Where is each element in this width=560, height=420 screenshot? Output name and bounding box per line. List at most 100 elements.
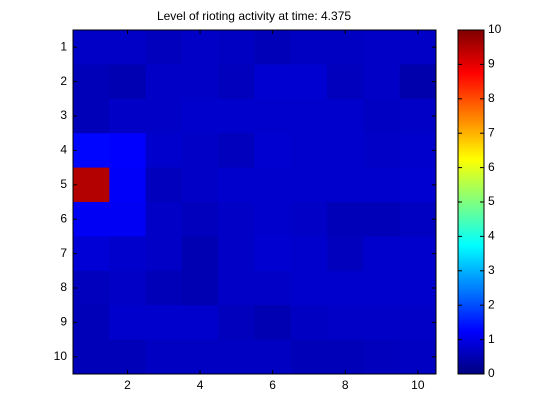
heatmap-cell xyxy=(145,270,183,306)
colorbar-tick-label: 9 xyxy=(488,57,495,71)
heatmap-cell xyxy=(290,339,328,375)
heatmap-cell xyxy=(399,270,437,306)
heatmap-cell xyxy=(363,64,401,100)
heatmap-cell xyxy=(181,167,219,203)
heatmap-cell xyxy=(73,30,110,65)
heatmap-cell xyxy=(399,167,437,203)
y-tick-label: 5 xyxy=(60,177,67,191)
heatmap-cell xyxy=(145,305,183,341)
heatmap-cell xyxy=(109,64,147,100)
heatmap-cell xyxy=(327,236,364,272)
heatmap-cell xyxy=(327,202,364,237)
heatmap-cell xyxy=(218,167,255,203)
chart-title: Level of rioting activity at time: 4.375 xyxy=(157,9,351,23)
heatmap-cell xyxy=(363,305,401,341)
heatmap-cell xyxy=(218,133,255,169)
heatmap-cell xyxy=(399,202,437,237)
heatmap-cell xyxy=(290,202,328,237)
heatmap-cell xyxy=(254,98,292,134)
heatmap-cell xyxy=(290,305,328,341)
axes-box xyxy=(72,29,437,375)
heatmap-cell xyxy=(109,98,147,134)
heatmap-cell xyxy=(254,133,292,169)
x-tick-label: 10 xyxy=(411,378,425,392)
y-tick-label: 9 xyxy=(60,315,67,329)
heatmap-cell xyxy=(363,270,401,306)
x-tick-label: 2 xyxy=(124,378,131,392)
heatmap-cell xyxy=(363,133,401,169)
heatmap-cell xyxy=(327,305,364,341)
heatmap-cell xyxy=(327,270,364,306)
y-tick-label: 10 xyxy=(54,349,68,363)
heatmap-cell xyxy=(73,339,110,375)
heatmap-cell xyxy=(399,133,437,169)
heatmap-cell xyxy=(109,270,147,306)
heatmap-cell xyxy=(254,236,292,272)
heatmap-cell xyxy=(327,64,364,100)
heatmap-cell xyxy=(218,270,255,306)
heatmap-cell xyxy=(218,339,255,375)
heatmap-cell xyxy=(218,236,255,272)
heatmap-cell xyxy=(399,64,437,100)
heatmap-cell xyxy=(290,270,328,306)
heatmap-cell xyxy=(181,236,219,272)
heatmap-cell xyxy=(290,64,328,100)
colorbar-tick-label: 4 xyxy=(488,229,495,243)
heatmap-cell xyxy=(363,339,401,375)
heatmap-cell xyxy=(363,98,401,134)
heatmap-cell xyxy=(218,98,255,134)
heatmap-cell xyxy=(73,270,110,306)
heatmap-cell xyxy=(254,305,292,341)
heatmap-cell xyxy=(399,339,437,375)
heatmap-cell xyxy=(254,30,292,65)
heatmap-cell xyxy=(327,98,364,134)
heatmap-cell xyxy=(145,64,183,100)
heatmap-cell xyxy=(109,30,147,65)
heatmap-cell xyxy=(145,30,183,65)
heatmap-cell xyxy=(73,236,110,272)
heatmap-cell xyxy=(327,167,364,203)
heatmap-cell xyxy=(109,167,147,203)
heatmap-cell xyxy=(145,98,183,134)
heatmap-cell xyxy=(181,133,219,169)
heatmap-cell xyxy=(327,30,364,65)
heatmap-cell xyxy=(73,202,110,237)
heatmap-cell xyxy=(73,167,110,203)
heatmap-cell xyxy=(73,133,110,169)
heatmap-cell xyxy=(109,202,147,237)
heatmap-cell xyxy=(290,133,328,169)
heatmap-cell xyxy=(145,202,183,237)
y-tick-label: 1 xyxy=(60,39,67,53)
heatmap-cell xyxy=(218,30,255,65)
heatmap-cell xyxy=(218,305,255,341)
y-tick-label: 7 xyxy=(60,246,67,260)
colorbar-tick-label: 7 xyxy=(488,125,495,139)
heatmap-cell xyxy=(145,167,183,203)
heatmap-cell xyxy=(290,167,328,203)
heatmap-cell xyxy=(290,30,328,65)
heatmap-cell xyxy=(399,236,437,272)
heatmap-cell xyxy=(181,30,219,65)
heatmap-cell xyxy=(254,339,292,375)
heatmap-cell xyxy=(218,202,255,237)
colorbar-tick-label: 10 xyxy=(488,22,502,36)
colorbar-tick-label: 3 xyxy=(488,263,495,277)
heatmap-cell xyxy=(145,339,183,375)
heatmap-cell xyxy=(399,305,437,341)
x-tick-label: 8 xyxy=(342,378,349,392)
heatmap-cell xyxy=(181,64,219,100)
heatmap-cell xyxy=(181,202,219,237)
heatmap-cell xyxy=(181,339,219,375)
heatmap-cell xyxy=(254,167,292,203)
heatmap-cell xyxy=(181,270,219,306)
heatmap-cell xyxy=(254,64,292,100)
heatmap-cell xyxy=(218,64,255,100)
colorbar-tick-label: 2 xyxy=(488,297,495,311)
x-tick-label: 4 xyxy=(197,378,204,392)
heatmap-cell xyxy=(181,98,219,134)
colorbar-tick-label: 8 xyxy=(488,91,495,105)
heatmap-cell xyxy=(254,270,292,306)
heatmap-cell xyxy=(327,339,364,375)
colorbar-tick-label: 0 xyxy=(488,366,495,380)
heatmap-cell xyxy=(363,236,401,272)
